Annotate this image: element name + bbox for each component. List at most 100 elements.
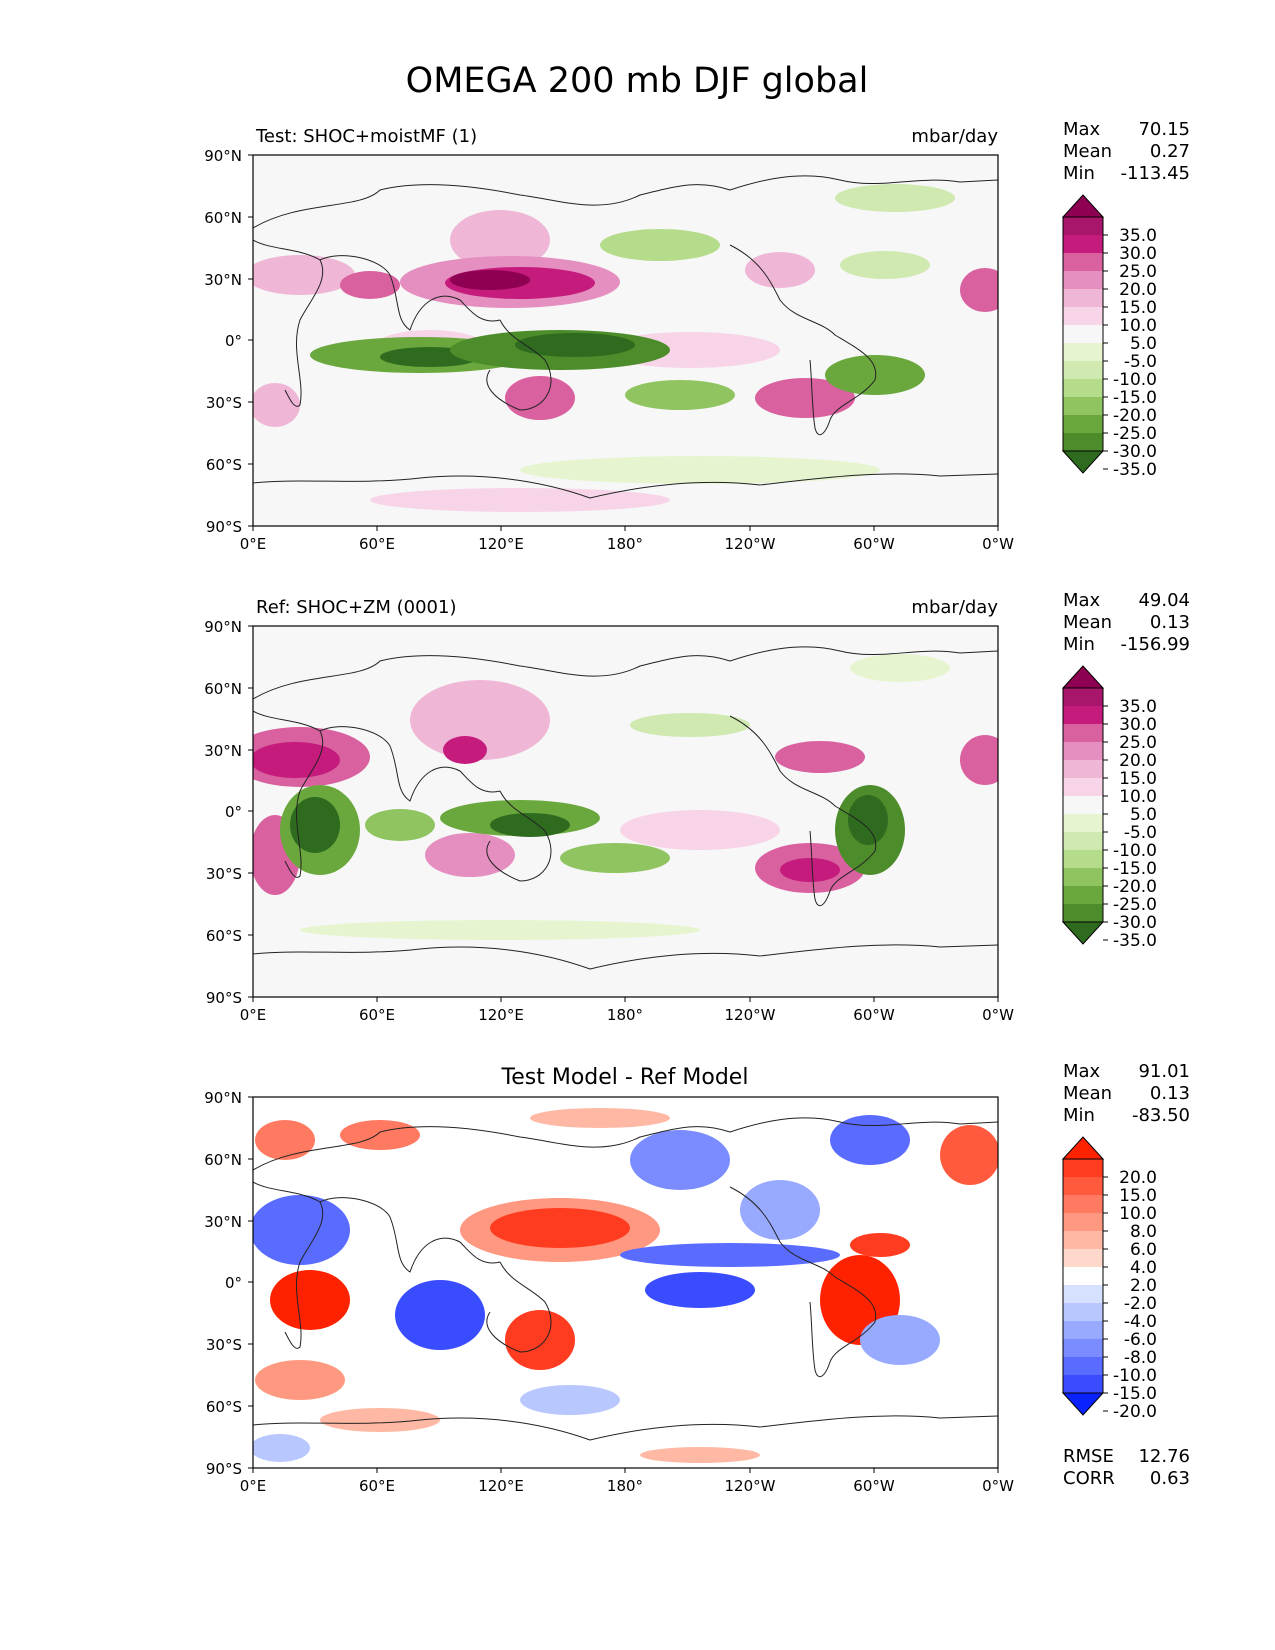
colorbar-level-label: -30.0 [1113, 442, 1157, 462]
field-blob [255, 1360, 345, 1400]
stats-box: Max 91.01 Mean 0.13 Min -83.50 [1063, 1061, 1190, 1126]
colorbar-band [1063, 1267, 1103, 1285]
lon-axis: 0°E 60°E 120°E 180° 120°W 60°W 0°W [240, 1468, 1014, 1495]
field-blob [253, 1434, 310, 1462]
field-blob [850, 1233, 910, 1257]
colorbar-band [1063, 1339, 1103, 1357]
field-blob [560, 843, 670, 873]
colorbar-band [1063, 814, 1103, 832]
field-blob [840, 251, 930, 279]
lat-tick-label: 0° [225, 332, 242, 350]
lon-tick-label: 120°E [478, 535, 524, 553]
colorbar-extend-min [1061, 450, 1105, 474]
stat-value-min: -113.45 [1121, 163, 1190, 184]
lat-tick-label: 90°S [206, 989, 242, 1007]
stat-label-mean: Mean [1063, 1083, 1112, 1104]
colorbar-band [1063, 307, 1103, 325]
lat-tick-label: 30°N [204, 742, 242, 760]
field-blob [253, 383, 300, 427]
map-plot [253, 626, 998, 997]
colorbar-band [1063, 397, 1103, 415]
field-blob [600, 229, 720, 261]
panel-title-center: Test Model - Ref Model [501, 1065, 749, 1090]
coastlines [253, 175, 998, 499]
lon-tick-label: 60°W [853, 1477, 895, 1495]
field-blob [775, 741, 865, 773]
lon-tick-label: 120°W [725, 535, 776, 553]
stat-value-corr: 0.63 [1150, 1468, 1190, 1489]
lon-tick-label: 120°E [478, 1477, 524, 1495]
colorbar: 35.030.025.020.015.010.05.0-5.0-10.0-15.… [1061, 665, 1157, 951]
coastlines [253, 646, 998, 970]
panel-diff: Test Model - Ref Model [204, 1061, 1190, 1495]
lat-tick-label: 90°S [206, 518, 242, 536]
stat-label-min: Min [1063, 163, 1095, 184]
lat-tick-label: 60°N [204, 209, 242, 227]
anomaly-field [253, 654, 998, 940]
colorbar-level-label: -4.0 [1124, 1312, 1157, 1332]
lon-tick-label: 60°E [359, 535, 395, 553]
panel-ref: Ref: SHOC+ZM (0001) mbar/day [204, 590, 1190, 1024]
field-blob [300, 920, 700, 940]
lon-tick-label: 60°W [853, 535, 895, 553]
field-blob [290, 797, 340, 853]
lat-tick-label: 30°N [204, 271, 242, 289]
lat-tick-label: 30°S [206, 865, 242, 883]
anomaly-field [253, 1108, 998, 1463]
lon-axis: 0°E 60°E 120°E 180° 120°W 60°W 0°W [240, 526, 1014, 553]
colorbar-band [1063, 325, 1103, 343]
lon-axis: 0°E 60°E 120°E 180° 120°W 60°W 0°W [240, 997, 1014, 1024]
colorbar-level-label: -25.0 [1113, 424, 1157, 444]
stat-value-max: 91.01 [1138, 1061, 1190, 1082]
colorbar-frame [1062, 1158, 1104, 1394]
coastlines [253, 1117, 998, 1441]
colorbar-level-label: -10.0 [1113, 841, 1157, 861]
field-blob [630, 713, 750, 737]
map-plot [253, 1097, 998, 1468]
colorbar-band [1063, 1213, 1103, 1231]
colorbar-level-label: 8.0 [1130, 1222, 1157, 1242]
stat-value-max: 70.15 [1138, 119, 1190, 140]
colorbar-band [1063, 850, 1103, 868]
lat-tick-label: 90°N [204, 147, 242, 165]
field-blob [830, 1115, 910, 1165]
colorbar-level-label: 5.0 [1130, 805, 1157, 825]
colorbar-band [1063, 706, 1103, 724]
colorbar-level-label: 35.0 [1119, 226, 1157, 246]
field-blob [255, 1120, 315, 1160]
anomaly-field [253, 184, 998, 512]
lat-tick-label: 0° [225, 803, 242, 821]
colorbar-band [1063, 289, 1103, 307]
colorbar-extend-max [1061, 665, 1105, 689]
colorbar-band [1063, 217, 1103, 235]
stats-box: Max 49.04 Mean 0.13 Min -156.99 [1063, 590, 1190, 655]
stat-label-corr: CORR [1063, 1468, 1115, 1489]
colorbar-level-label: -15.0 [1113, 859, 1157, 879]
field-blob [960, 268, 998, 312]
colorbar-level-label: -25.0 [1113, 895, 1157, 915]
lat-axis: 90°N 60°N 30°N 0° 30°S 60°S 90°S [204, 147, 253, 536]
colorbar-level-label: 15.0 [1119, 769, 1157, 789]
lon-tick-label: 0°E [240, 1006, 267, 1024]
colorbar-level-label: -10.0 [1113, 370, 1157, 390]
colorbar-band [1063, 415, 1103, 433]
lon-tick-label: 0°E [240, 1477, 267, 1495]
colorbar-band [1063, 1285, 1103, 1303]
stat-label-mean: Mean [1063, 612, 1112, 633]
colorbar-level-label: 5.0 [1130, 334, 1157, 354]
lon-tick-label: 0°W [982, 1477, 1014, 1495]
colorbar-level-label: -5.0 [1124, 823, 1157, 843]
stat-value-rmse: 12.76 [1138, 1446, 1190, 1467]
colorbar-level-label: -10.0 [1113, 1366, 1157, 1386]
colorbar-level-label: -8.0 [1124, 1348, 1157, 1368]
colorbar-band [1063, 1303, 1103, 1321]
colorbar-level-label: 30.0 [1119, 715, 1157, 735]
colorbar-band [1063, 433, 1103, 451]
lon-tick-label: 120°W [725, 1006, 776, 1024]
colorbar-level-label: 35.0 [1119, 697, 1157, 717]
colorbar-band [1063, 760, 1103, 778]
field-blob [530, 1108, 670, 1128]
colorbar-band [1063, 361, 1103, 379]
field-blob [640, 1447, 760, 1463]
